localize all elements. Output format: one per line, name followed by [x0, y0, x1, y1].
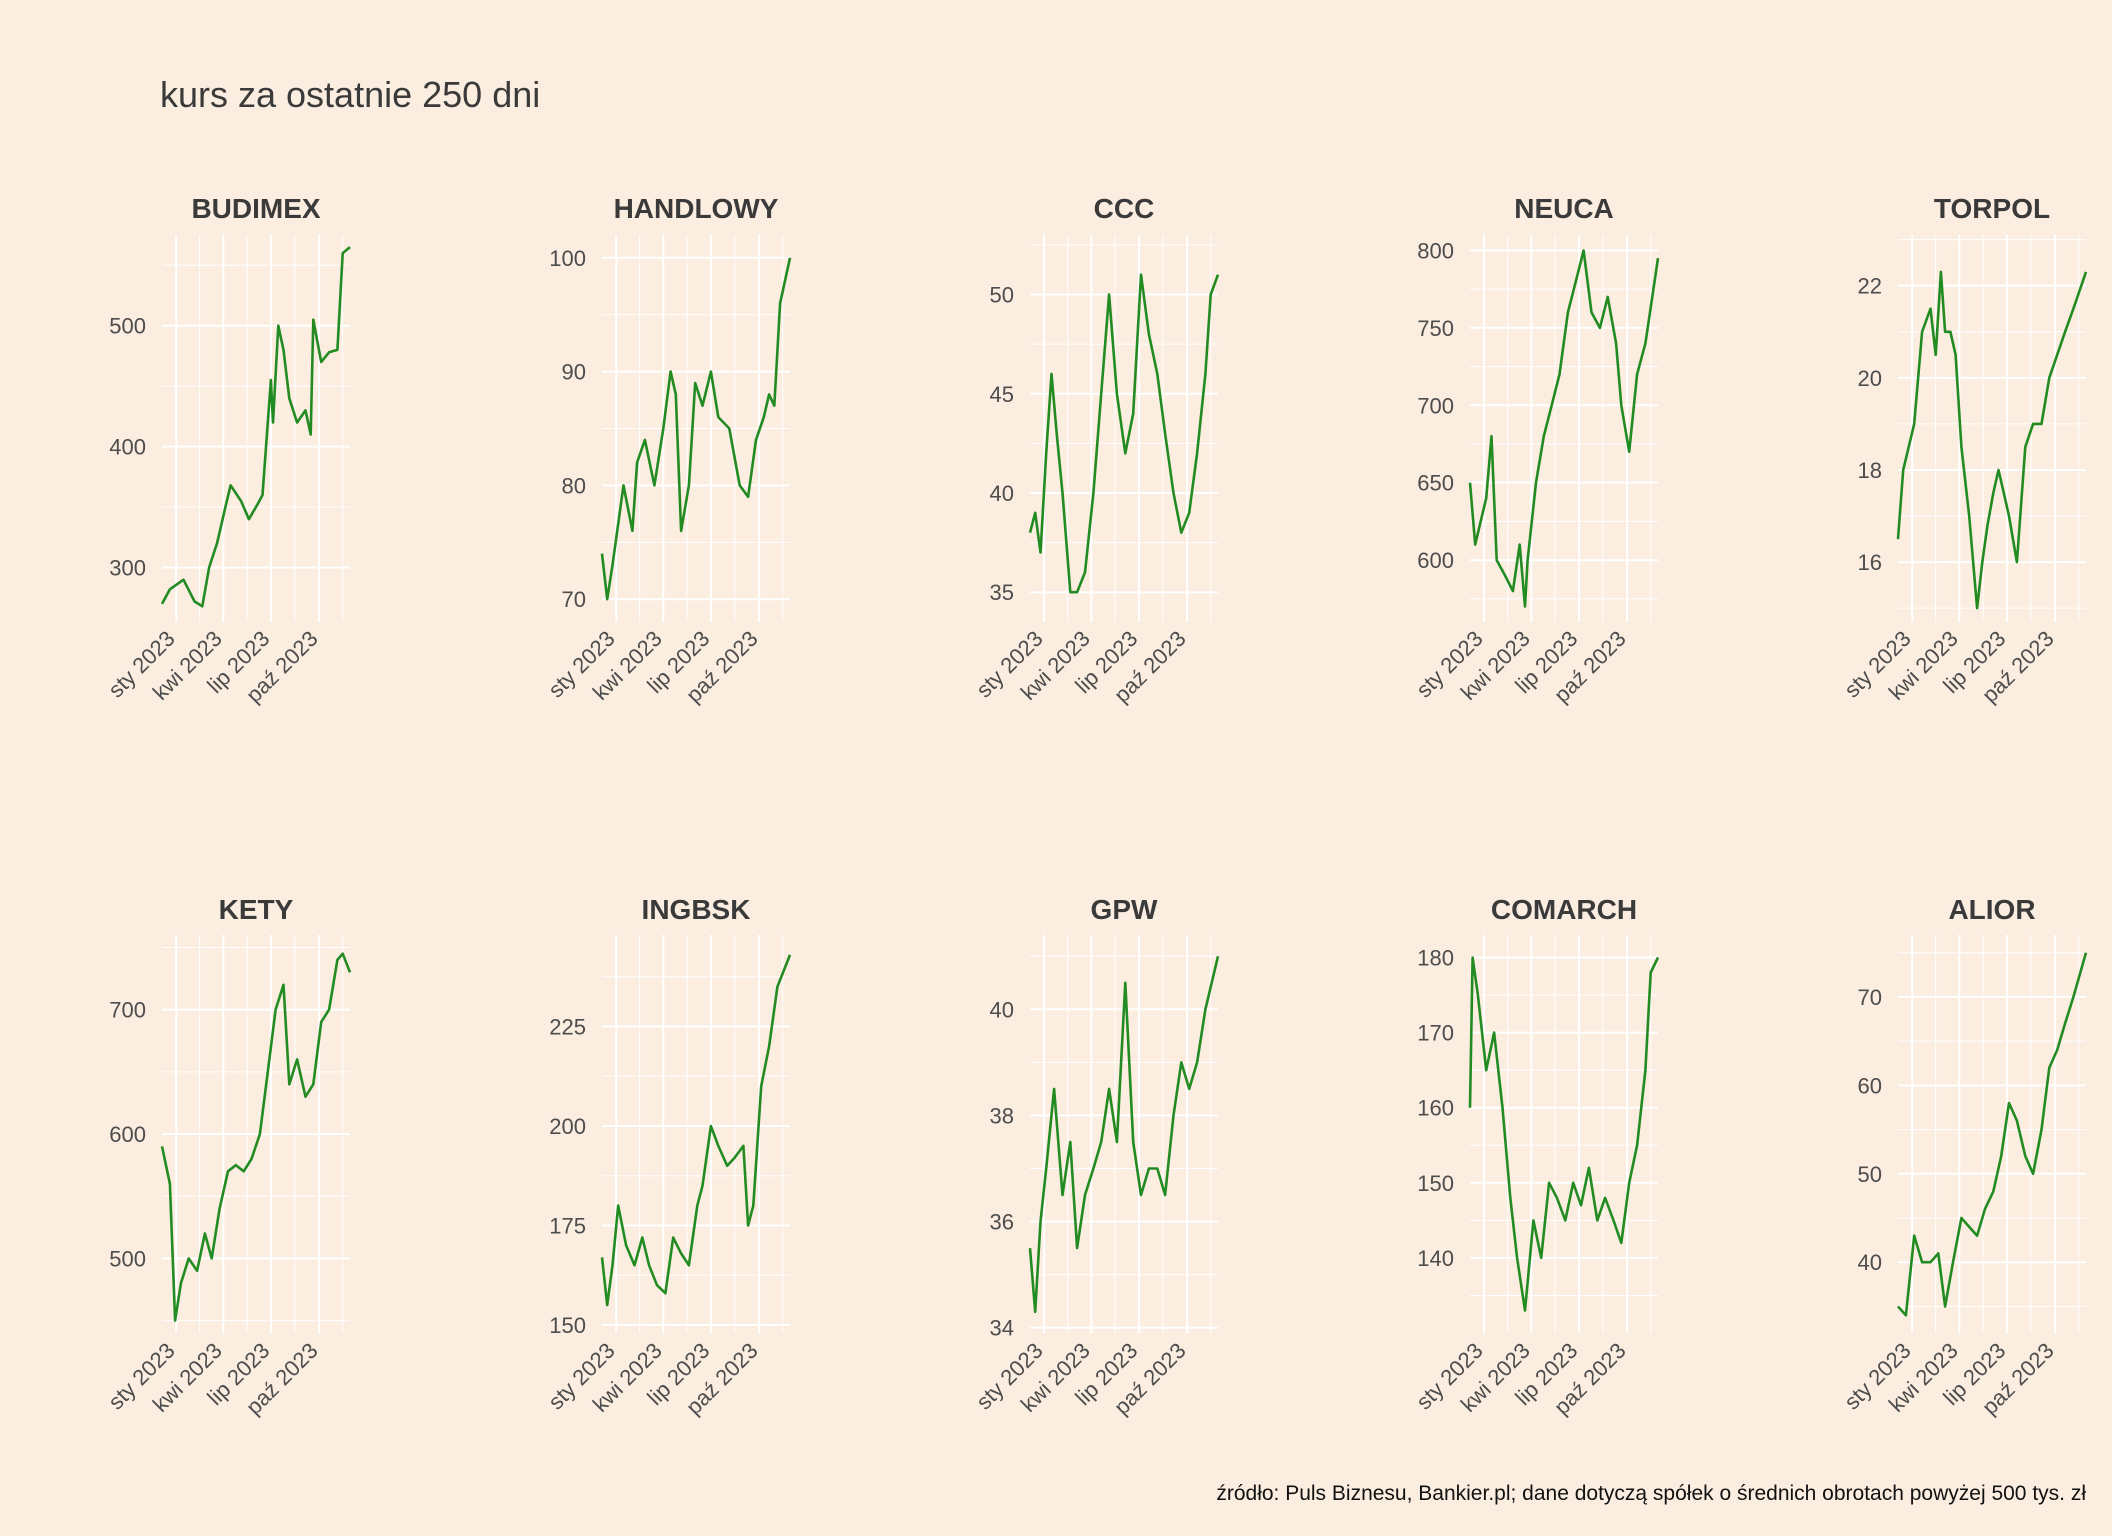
y-tick-label: 40 [990, 481, 1014, 506]
y-tick-label: 36 [990, 1210, 1014, 1235]
y-tick-label: 650 [1417, 471, 1454, 496]
y-tick-label: 600 [1417, 548, 1454, 573]
y-tick-label: 50 [1858, 1162, 1882, 1187]
y-tick-label: 700 [109, 998, 146, 1023]
y-tick-label: 800 [1417, 238, 1454, 263]
y-tick-label: 175 [549, 1214, 586, 1239]
series-line [1028, 273, 1220, 594]
y-tick-label: 70 [1858, 985, 1882, 1010]
y-tick-label: 750 [1417, 316, 1454, 341]
panel-title: INGBSK [642, 894, 751, 925]
y-tick-label: 34 [990, 1316, 1014, 1341]
panel-title: GPW [1091, 894, 1158, 925]
panel-title: BUDIMEX [191, 193, 320, 224]
y-tick-label: 150 [549, 1313, 586, 1338]
y-tick-label: 200 [549, 1114, 586, 1139]
y-tick-label: 16 [1858, 550, 1882, 575]
series-line [1028, 955, 1220, 1314]
panel-title: TORPOL [1934, 193, 2050, 224]
y-tick-label: 22 [1858, 274, 1882, 299]
panel-title: KETY [219, 894, 294, 925]
y-tick-label: 140 [1417, 1246, 1454, 1271]
series-line [600, 954, 792, 1307]
y-tick-label: 160 [1417, 1096, 1454, 1121]
y-tick-label: 90 [562, 360, 586, 385]
y-tick-label: 500 [109, 314, 146, 339]
y-tick-label: 600 [109, 1122, 146, 1147]
y-tick-label: 400 [109, 435, 146, 460]
series-line [1468, 249, 1660, 608]
series-line [1896, 270, 2088, 610]
panel-title: ALIOR [1948, 894, 2035, 925]
y-tick-label: 225 [549, 1015, 586, 1040]
y-tick-label: 35 [990, 580, 1014, 605]
y-tick-label: 45 [990, 382, 1014, 407]
panel-title: COMARCH [1491, 894, 1637, 925]
y-tick-label: 700 [1417, 393, 1454, 418]
y-tick-label: 60 [1858, 1073, 1882, 1098]
y-tick-label: 20 [1858, 366, 1882, 391]
y-tick-label: 70 [562, 587, 586, 612]
y-tick-label: 500 [109, 1246, 146, 1271]
y-tick-label: 80 [562, 473, 586, 498]
y-tick-label: 18 [1858, 458, 1882, 483]
y-tick-label: 40 [1858, 1250, 1882, 1275]
series-line [1468, 956, 1660, 1312]
y-tick-label: 40 [990, 997, 1014, 1022]
page-title: kurs za ostatnie 250 dni [160, 74, 541, 115]
source-note: źródło: Puls Biznesu, Bankier.pl; dane d… [1216, 1482, 2086, 1505]
y-tick-label: 170 [1417, 1021, 1454, 1046]
series-line [600, 257, 792, 601]
series-line [1897, 952, 2088, 1317]
panel-title: NEUCA [1514, 193, 1614, 224]
y-tick-label: 300 [109, 556, 146, 581]
y-tick-label: 50 [990, 283, 1014, 308]
panel-title: HANDLOWY [614, 193, 779, 224]
series-line [160, 246, 351, 608]
y-tick-label: 180 [1417, 946, 1454, 971]
y-tick-label: 100 [549, 246, 586, 271]
panel-title: CCC [1094, 193, 1155, 224]
y-tick-label: 38 [990, 1103, 1014, 1128]
series-line [160, 952, 352, 1322]
y-tick-label: 150 [1417, 1171, 1454, 1196]
